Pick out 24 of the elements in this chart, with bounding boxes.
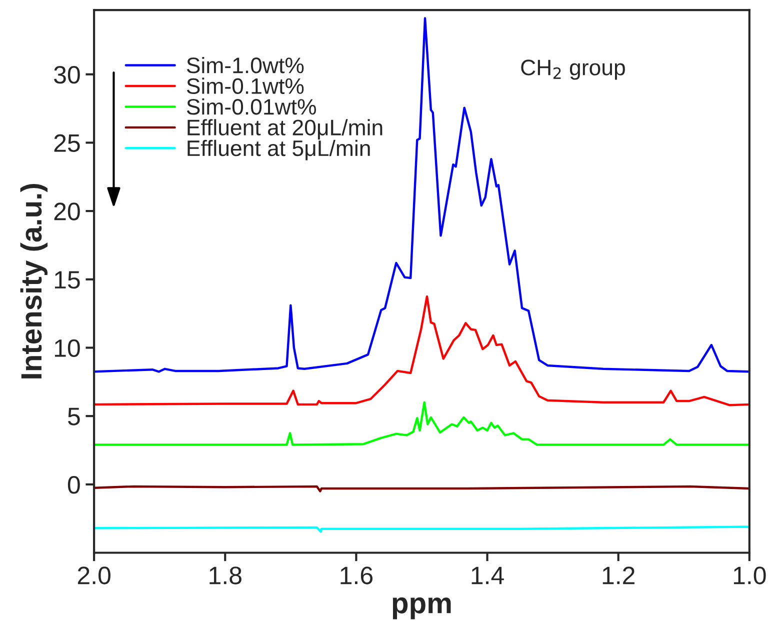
legend-label: Sim-1.0wt% [186, 56, 304, 74]
line-series [94, 17, 750, 373]
y-tick-label: 30 [54, 66, 80, 84]
y-tick-label: 5 [68, 408, 80, 426]
y-tick-label: 10 [54, 339, 80, 358]
x-tick-label: 1.0 [734, 566, 766, 584]
legend-label: Effluent at 5μL/min [188, 140, 370, 160]
x-tick-label: 2.0 [78, 566, 110, 584]
x-tick-label: 1.6 [340, 566, 372, 584]
x-axis-title: ppm [392, 597, 451, 620]
y-tick-label: 25 [54, 134, 80, 152]
x-tick-label: 1.8 [210, 566, 242, 584]
annotation: CH$_{2}$ group [521, 60, 625, 80]
legend-label: Sim-0.1wt% [186, 78, 304, 94]
y-tick-label: 0 [68, 476, 80, 494]
x-tick-label: 1.4 [472, 566, 504, 584]
y-tick-label: 15 [54, 271, 80, 289]
line-series [94, 401, 750, 446]
x-tick-label: 1.2 [602, 566, 634, 584]
line-series [94, 295, 750, 406]
y-axis-title: Intensity (a.u.) [20, 184, 48, 378]
legend-label: Effluent at 20μL/min [188, 119, 382, 140]
legend-label: Sim-0.01wt% [186, 98, 316, 115]
y-tick-label: 20 [54, 202, 80, 220]
